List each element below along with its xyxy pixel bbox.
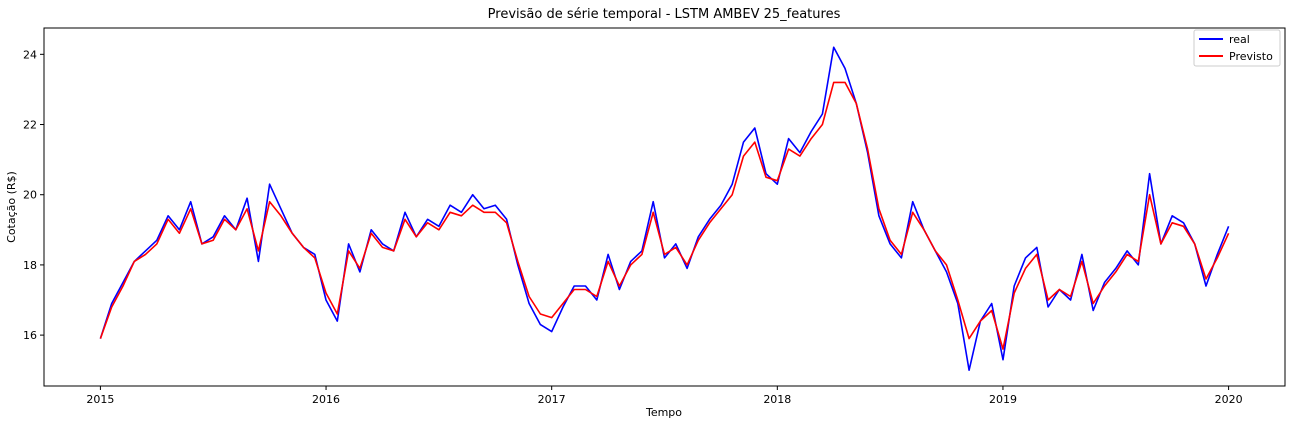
x-tick-label: 2016 <box>312 393 340 406</box>
x-axis-label: Tempo <box>645 406 682 419</box>
y-axis-label: Cotação (R$) <box>5 171 18 243</box>
x-tick-label: 2019 <box>989 393 1017 406</box>
x-tick-label: 2018 <box>763 393 791 406</box>
series-layer <box>99 46 1230 372</box>
x-tick-label: 2020 <box>1215 393 1243 406</box>
y-tick-label: 20 <box>23 189 37 202</box>
y-tick-label: 24 <box>23 48 37 61</box>
x-tick-label: 2017 <box>538 393 566 406</box>
y-tick-label: 22 <box>23 119 37 132</box>
legend-label-real: real <box>1229 33 1250 46</box>
plot-area-frame <box>43 27 1286 387</box>
ticks-layer: 2015 2016 2017 2018 2019 2020 16 18 20 22 24 <box>23 48 1243 406</box>
y-tick-label: 16 <box>23 329 37 342</box>
legend: real Previsto <box>1193 29 1281 67</box>
series-line-previsto <box>99 81 1230 350</box>
y-tick-label: 18 <box>23 259 37 272</box>
legend-label-previsto: Previsto <box>1229 50 1273 63</box>
chart-title: Previsão de série temporal - LSTM AMBEV … <box>488 7 841 22</box>
x-tick-label: 2015 <box>86 393 114 406</box>
